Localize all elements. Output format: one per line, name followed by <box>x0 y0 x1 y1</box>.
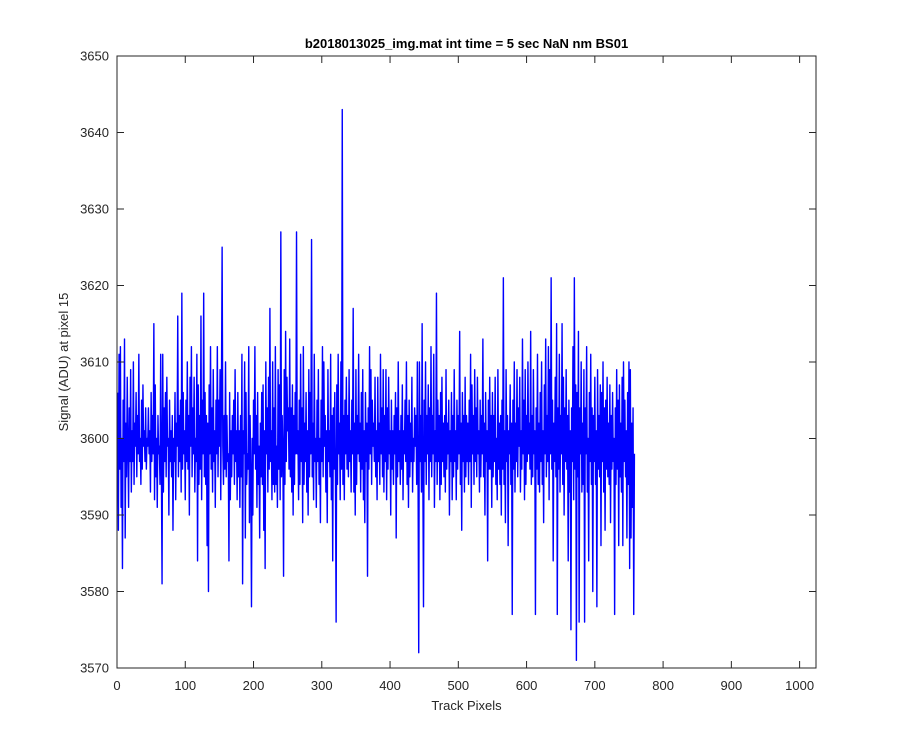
y-tick-label: 3650 <box>80 49 109 64</box>
y-tick-label: 3640 <box>80 125 109 140</box>
x-tick-label: 300 <box>311 678 333 693</box>
x-tick-label: 1000 <box>785 678 814 693</box>
x-axis-ticks: 0 100 200 300 400 500 600 700 800 900 1000 <box>113 56 814 693</box>
x-axis-label: Track Pixels <box>431 698 502 713</box>
y-tick-label: 3630 <box>80 202 109 217</box>
signal-series-line <box>116 108 636 662</box>
x-tick-label: 600 <box>516 678 538 693</box>
x-tick-label: 500 <box>447 678 469 693</box>
y-tick-label: 3620 <box>80 278 109 293</box>
x-tick-label: 800 <box>652 678 674 693</box>
x-tick-label: 700 <box>584 678 606 693</box>
x-tick-label: 400 <box>379 678 401 693</box>
y-tick-label: 3590 <box>80 508 109 523</box>
y-axis-ticks: 3570 3580 3590 3600 3610 3620 3630 3640 3650 <box>80 49 816 676</box>
y-tick-label: 3570 <box>80 661 109 676</box>
x-tick-label: 0 <box>113 678 120 693</box>
axes-background <box>117 56 816 668</box>
y-tick-label: 3600 <box>80 431 109 446</box>
y-tick-label: 3580 <box>80 584 109 599</box>
x-tick-label: 200 <box>243 678 265 693</box>
y-tick-label: 3610 <box>80 355 109 370</box>
x-tick-label: 900 <box>721 678 743 693</box>
x-tick-label: 100 <box>174 678 196 693</box>
y-axis-label: Signal (ADU) at pixel 15 <box>56 293 71 432</box>
chart-title: b2018013025_img.mat int time = 5 sec NaN… <box>305 36 628 51</box>
